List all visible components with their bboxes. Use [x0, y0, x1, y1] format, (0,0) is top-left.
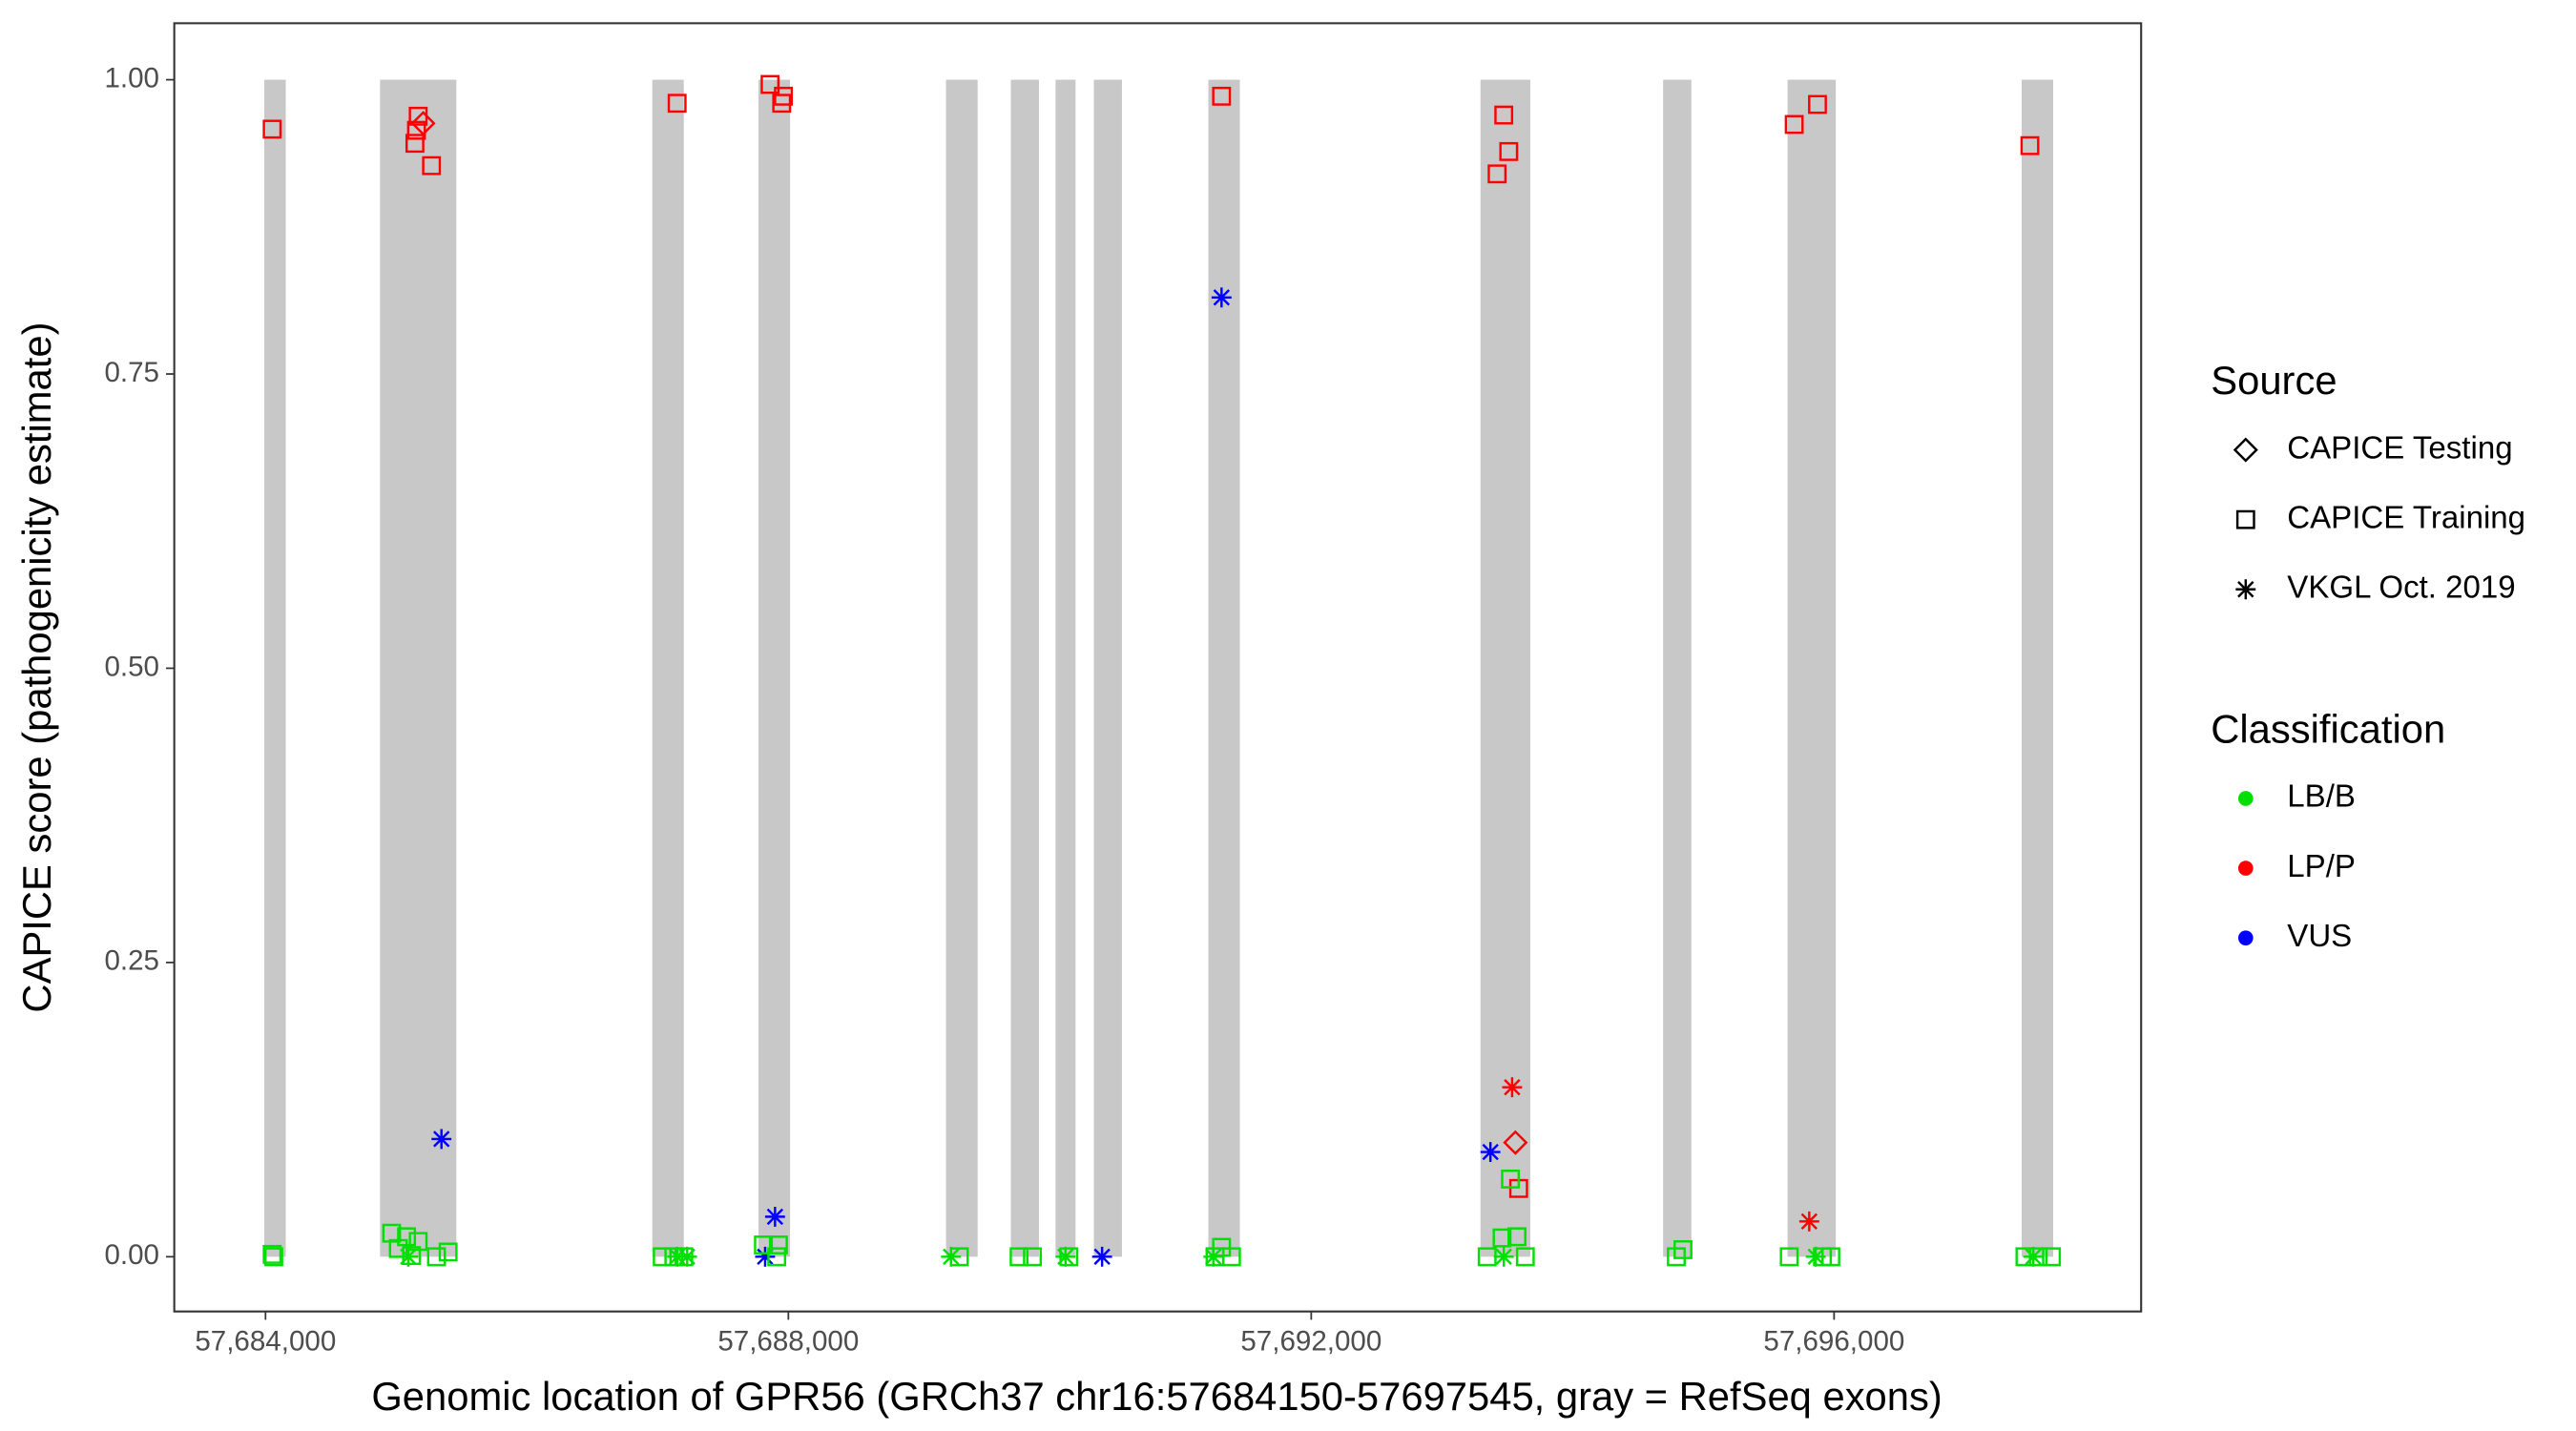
point	[262, 119, 282, 139]
exon-band	[2021, 79, 2053, 1257]
y-tick-label: 1.00	[104, 62, 159, 93]
legend-key	[2233, 437, 2258, 463]
legend-key	[2235, 509, 2255, 529]
legend-key	[2237, 791, 2254, 806]
exon-band	[758, 79, 791, 1257]
x-axis-title: Genomic location of GPR56 (GRCh37 chr16:…	[371, 1374, 1942, 1419]
point	[941, 1246, 962, 1267]
point	[1673, 1240, 1693, 1259]
point	[1784, 114, 1804, 135]
x-tick-label: 57,696,000	[1763, 1326, 1904, 1358]
exon-band	[1787, 79, 1837, 1257]
point	[1515, 1247, 1535, 1267]
point	[768, 1235, 788, 1255]
point	[1480, 1142, 1501, 1162]
exon-band	[1055, 79, 1076, 1257]
exon-band	[652, 79, 684, 1257]
point	[398, 1246, 419, 1267]
point	[1212, 86, 1232, 106]
point	[1009, 1247, 1029, 1267]
point	[1203, 1246, 1224, 1267]
point	[1492, 1228, 1512, 1248]
legend-label: CAPICE Training	[2287, 500, 2525, 535]
legend-label: LP/P	[2287, 849, 2356, 884]
point	[1091, 1246, 1112, 1267]
exon-band	[945, 79, 978, 1257]
point	[667, 93, 687, 114]
point	[1805, 1246, 1826, 1267]
exon-band	[1208, 79, 1240, 1257]
point	[1499, 141, 1519, 161]
point	[1487, 164, 1507, 184]
point	[382, 1223, 402, 1243]
x-tick-label: 57,684,000	[195, 1326, 336, 1358]
exon-band	[1480, 79, 1530, 1257]
point	[1507, 1227, 1527, 1247]
point	[1501, 1169, 1521, 1189]
point	[676, 1246, 697, 1267]
point	[2023, 1246, 2044, 1267]
point	[426, 1247, 447, 1267]
point	[405, 134, 425, 154]
exon-band	[1093, 79, 1122, 1257]
legend-label: VKGL Oct. 2019	[2287, 570, 2515, 605]
y-tick-label: 0.25	[104, 945, 159, 977]
point	[1502, 1077, 1523, 1098]
legend-title: Classification	[2211, 706, 2445, 751]
point	[438, 1242, 458, 1262]
point	[1493, 1246, 1514, 1267]
y-tick-label: 0.50	[104, 651, 159, 682]
point	[264, 1247, 283, 1267]
legend-label: CAPICE Testing	[2287, 430, 2512, 466]
point	[1494, 105, 1514, 125]
point	[1667, 1247, 1686, 1267]
point	[1808, 94, 1827, 114]
point	[1055, 1246, 1076, 1267]
point	[774, 86, 794, 106]
point	[422, 156, 442, 176]
point	[2020, 135, 2040, 156]
legend-label: LB/B	[2287, 779, 2356, 815]
legend-key	[2237, 930, 2254, 946]
legend-key	[2235, 579, 2256, 600]
point	[754, 1235, 774, 1255]
point	[764, 1206, 785, 1227]
point	[767, 1247, 787, 1267]
point	[1023, 1247, 1043, 1267]
exon-band	[380, 79, 457, 1257]
legend-key	[2237, 861, 2254, 876]
point	[1798, 1211, 1819, 1232]
point	[406, 120, 426, 140]
point	[408, 1232, 428, 1252]
point	[755, 1246, 776, 1267]
point	[1503, 1130, 1528, 1155]
legend-title: Source	[2211, 358, 2337, 403]
legend-label: VUS	[2287, 919, 2352, 954]
y-tick-label: 0.75	[104, 357, 159, 388]
x-tick-label: 57,692,000	[1240, 1326, 1381, 1358]
y-axis-title: CAPICE score (pathogenicity estimate)	[14, 322, 59, 1013]
y-tick-label: 0.00	[104, 1239, 159, 1271]
point	[1211, 287, 1232, 308]
point	[760, 74, 780, 94]
exon-band	[1010, 79, 1039, 1257]
exon-band	[263, 79, 286, 1257]
point	[262, 1244, 282, 1264]
plot-panel	[173, 22, 2143, 1313]
point	[1779, 1247, 1799, 1267]
point	[402, 1246, 422, 1266]
exon-band	[1663, 79, 1692, 1257]
point	[772, 93, 792, 114]
point	[431, 1129, 452, 1150]
point	[410, 111, 436, 136]
x-tick-label: 57,688,000	[717, 1326, 859, 1358]
